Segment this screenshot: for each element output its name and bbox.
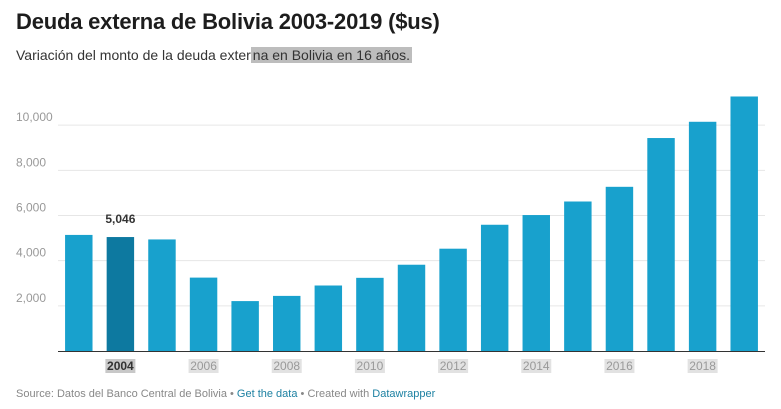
x-tick-label-bg	[521, 359, 552, 373]
bar-2008[interactable]	[273, 295, 301, 351]
x-tick-label-bg	[354, 359, 385, 373]
x-tick-label: 2014	[523, 359, 550, 373]
created-with-text: Created with	[307, 388, 370, 400]
footer-separator: •	[226, 388, 237, 400]
x-tick-label-bg	[687, 359, 718, 373]
get-the-data-link[interactable]: Get the data	[236, 388, 298, 400]
y-tick-label: 8,000	[16, 155, 46, 169]
bar-2013[interactable]	[480, 224, 509, 351]
y-tick-label: 10,000	[16, 110, 53, 124]
x-tick-label: 2012	[440, 359, 467, 373]
bar-2010[interactable]	[356, 277, 384, 351]
x-tick-label-bg	[271, 359, 302, 373]
x-tick-label-bg	[604, 359, 635, 373]
y-tick-label: 4,000	[16, 246, 46, 260]
labels: 2,000 4,000 6,000 8,000 10,000 5,046 2004 2006 2…	[16, 110, 718, 373]
bar-2018[interactable]	[688, 121, 717, 351]
x-tick-label: 2006	[190, 359, 217, 373]
chart-subtitle: Variación del monto de la deuda exter na …	[16, 47, 413, 63]
data-label: 5,046	[105, 212, 135, 226]
x-tick-label-bg	[105, 359, 136, 373]
y-tick-label: 2,000	[16, 291, 46, 305]
source-text: Source: Datos del Banco Central de Boliv…	[16, 388, 227, 400]
x-tick-label: 2018	[689, 359, 716, 373]
bar-2012[interactable]	[439, 248, 467, 351]
bars	[65, 96, 758, 351]
bar-2005[interactable]	[148, 239, 176, 351]
bar-2006[interactable]	[189, 277, 218, 351]
bar-chart: 2,000 4,000 6,000 8,000 10,000 5,046 2004 2006 2…	[16, 96, 765, 373]
bar-2007[interactable]	[231, 301, 259, 351]
x-tick-label-bg	[438, 359, 469, 373]
grid-layer	[58, 124, 765, 352]
x-tick-label: 2008	[273, 359, 300, 373]
bar-2017[interactable]	[647, 138, 675, 351]
bar-2011[interactable]	[397, 264, 426, 351]
footer-separator: •	[297, 388, 308, 400]
x-tick-label: 2010	[357, 359, 384, 373]
subtitle-highlighted-text: na en Bolivia en 16 años.	[250, 47, 413, 63]
bar-2016[interactable]	[605, 186, 634, 351]
footer: Source: Datos del Banco Central de Boliv…	[16, 388, 435, 400]
x-tick-label-bg	[188, 359, 219, 373]
bar-2014[interactable]	[522, 215, 550, 351]
chart-title: Deuda externa de Bolivia 2003-2019 ($us)	[16, 9, 440, 34]
bar-2003[interactable]	[65, 234, 93, 351]
datawrapper-link[interactable]: Datawrapper	[372, 388, 436, 400]
bar-2015[interactable]	[564, 201, 592, 351]
x-tick-label: 2004	[107, 359, 134, 373]
bar-2009[interactable]	[314, 285, 343, 351]
bar-2019[interactable]	[730, 96, 758, 351]
y-tick-label: 6,000	[16, 201, 46, 215]
subtitle-text: Variación del monto de la deuda exter	[16, 47, 251, 63]
bar-2004[interactable]	[106, 237, 135, 351]
x-tick-label: 2016	[606, 359, 633, 373]
